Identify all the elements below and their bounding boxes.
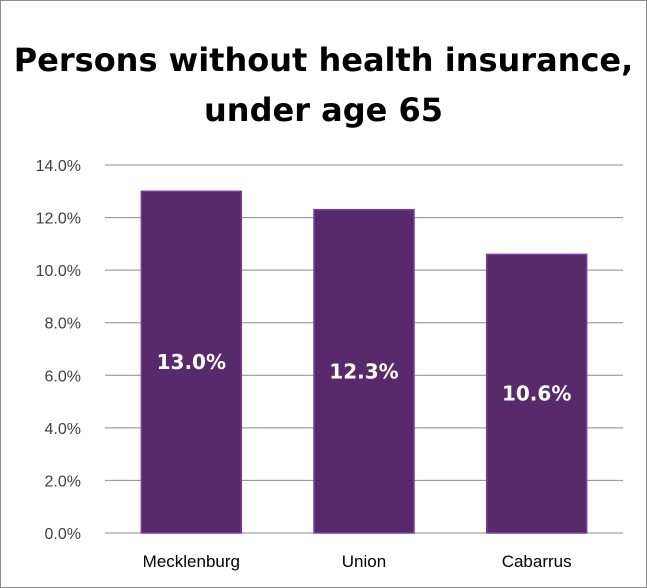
- y-tick-label: 6.0%: [45, 368, 81, 385]
- y-tick-label: 0.0%: [45, 526, 81, 543]
- y-tick-label: 8.0%: [45, 316, 81, 333]
- chart-title: Persons without health insurance, under …: [13, 41, 634, 129]
- y-tick-label: 12.0%: [36, 211, 81, 228]
- y-tick-label: 4.0%: [45, 421, 81, 438]
- bar: [313, 208, 415, 534]
- data-label: 13.0%: [157, 350, 226, 374]
- bar: [485, 253, 588, 534]
- x-category-label: Cabarrus: [502, 552, 572, 571]
- y-tick-label: 14.0%: [36, 158, 81, 175]
- x-category-label: Mecklenburg: [143, 552, 240, 571]
- x-category-label: Union: [342, 552, 386, 571]
- bar: [140, 190, 243, 534]
- data-label: 10.6%: [502, 382, 571, 406]
- y-tick-label: 2.0%: [45, 473, 81, 490]
- data-label: 12.3%: [329, 359, 398, 383]
- y-tick-label: 10.0%: [36, 263, 81, 280]
